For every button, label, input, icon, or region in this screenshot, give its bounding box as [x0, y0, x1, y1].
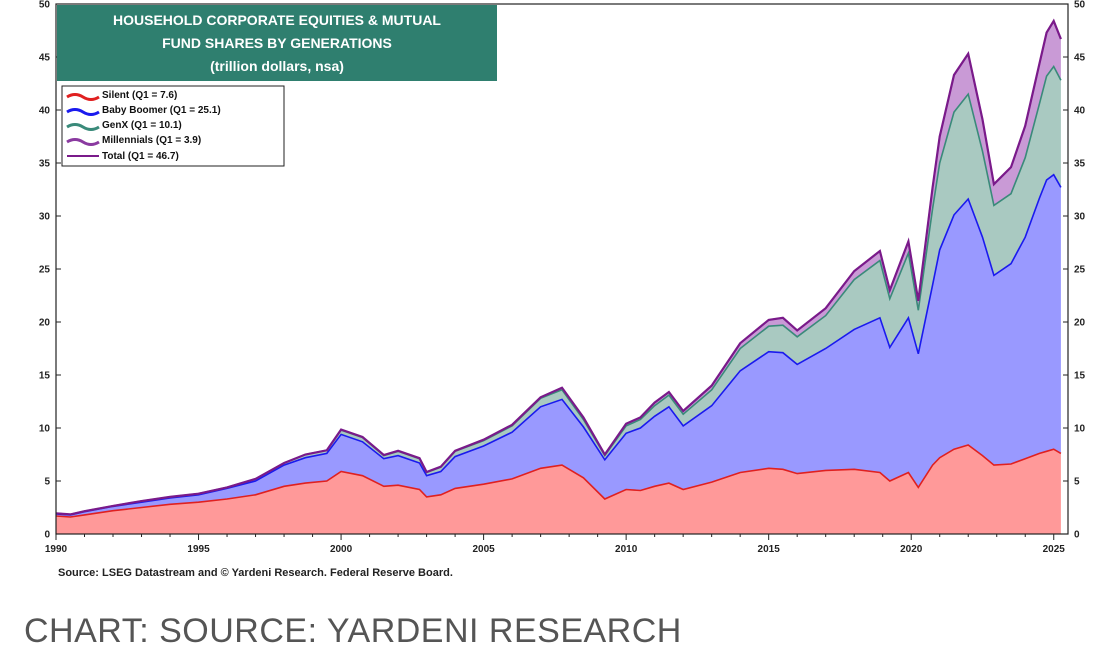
- legend-label-total: Total (Q1 = 46.7): [102, 151, 179, 162]
- y-tick-label: 50: [1074, 0, 1086, 11]
- legend-label-millennials: Millennials (Q1 = 3.9): [102, 135, 201, 146]
- chart-lines: [55, 18, 1062, 518]
- y-tick-label: 0: [1074, 530, 1080, 541]
- legend-item-genx: GenX (Q1 = 10.1): [66, 120, 182, 131]
- x-tick-label: 2025: [1043, 544, 1066, 555]
- title-line-1: HOUSEHOLD CORPORATE EQUITIES & MUTUAL: [113, 12, 441, 28]
- legend-item-total: Total (Q1 = 46.7): [67, 151, 179, 162]
- y-tick-label: 0: [44, 530, 50, 541]
- line-silent: [55, 444, 1062, 518]
- chart-title-box: HOUSEHOLD CORPORATE EQUITIES & MUTUAL FU…: [57, 5, 497, 81]
- y-tick-label: 5: [44, 477, 50, 488]
- y-tick-label: 10: [39, 424, 51, 435]
- y-tick-label: 35: [1074, 159, 1086, 170]
- y-axis-right: 0 5 10 15 20 25 30 35 40 45 50: [1063, 0, 1086, 541]
- line-total: [55, 18, 1062, 516]
- legend-label-silent: Silent (Q1 = 7.6): [102, 90, 177, 101]
- legend-item-baby-boomer: Baby Boomer (Q1 = 25.1): [66, 105, 221, 116]
- x-tick-label: 2015: [758, 544, 781, 555]
- y-axis-left: 0 5 10 15 20 25 30 35 40 45 50: [39, 0, 61, 541]
- y-tick-label: 40: [39, 106, 51, 117]
- legend-swatch-silent: [66, 93, 100, 101]
- area-genx: [56, 66, 1061, 515]
- y-tick-label: 15: [39, 371, 51, 382]
- legend-item-silent: Silent (Q1 = 7.6): [66, 90, 177, 101]
- y-tick-label: 20: [1074, 318, 1086, 329]
- x-tick-label: 2010: [615, 544, 638, 555]
- y-tick-label: 5: [1074, 477, 1080, 488]
- line-baby-boomer: [55, 173, 1062, 516]
- y-tick-label: 30: [1074, 212, 1086, 223]
- legend-label-baby-boomer: Baby Boomer (Q1 = 25.1): [102, 105, 221, 116]
- y-tick-label: 35: [39, 159, 51, 170]
- title-line-2: FUND SHARES BY GENERATIONS: [162, 35, 392, 51]
- x-tick-label: 2020: [900, 544, 923, 555]
- legend-item-millennials: Millennials (Q1 = 3.9): [66, 135, 201, 146]
- legend-swatch-millennials: [66, 138, 100, 146]
- y-tick-label: 45: [1074, 53, 1086, 64]
- area-baby-boomer: [56, 174, 1061, 517]
- title-background: [57, 5, 497, 81]
- y-tick-label: 20: [39, 318, 51, 329]
- source-note: Source: LSEG Datastream and © Yardeni Re…: [58, 567, 453, 579]
- y-tick-label: 50: [39, 0, 51, 11]
- chart-caption: CHART: SOURCE: YARDENI RESEARCH: [24, 612, 682, 650]
- y-tick-label: 25: [1074, 265, 1086, 276]
- x-axis: 1990 1995 2000 2005 2010 2015 2020 2025: [45, 534, 1065, 555]
- y-tick-label: 25: [39, 265, 51, 276]
- x-tick-label: 2000: [330, 544, 353, 555]
- y-tick-label: 40: [1074, 106, 1086, 117]
- x-tick-label: 1990: [45, 544, 68, 555]
- y-tick-label: 10: [1074, 424, 1086, 435]
- legend-label-genx: GenX (Q1 = 10.1): [102, 120, 182, 131]
- x-tick-label: 2005: [472, 544, 495, 555]
- legend-frame: [61, 85, 285, 167]
- legend-swatch-genx: [66, 123, 100, 131]
- area-silent: [56, 445, 1061, 534]
- x-tick-label: 1995: [187, 544, 210, 555]
- y-tick-label: 45: [39, 53, 51, 64]
- legend-swatch-baby-boomer: [66, 108, 100, 116]
- title-line-3: (trillion dollars, nsa): [210, 58, 344, 74]
- y-tick-label: 30: [39, 212, 51, 223]
- y-tick-label: 15: [1074, 371, 1086, 382]
- legend: Silent (Q1 = 7.6) Baby Boomer (Q1 = 25.1…: [61, 85, 285, 167]
